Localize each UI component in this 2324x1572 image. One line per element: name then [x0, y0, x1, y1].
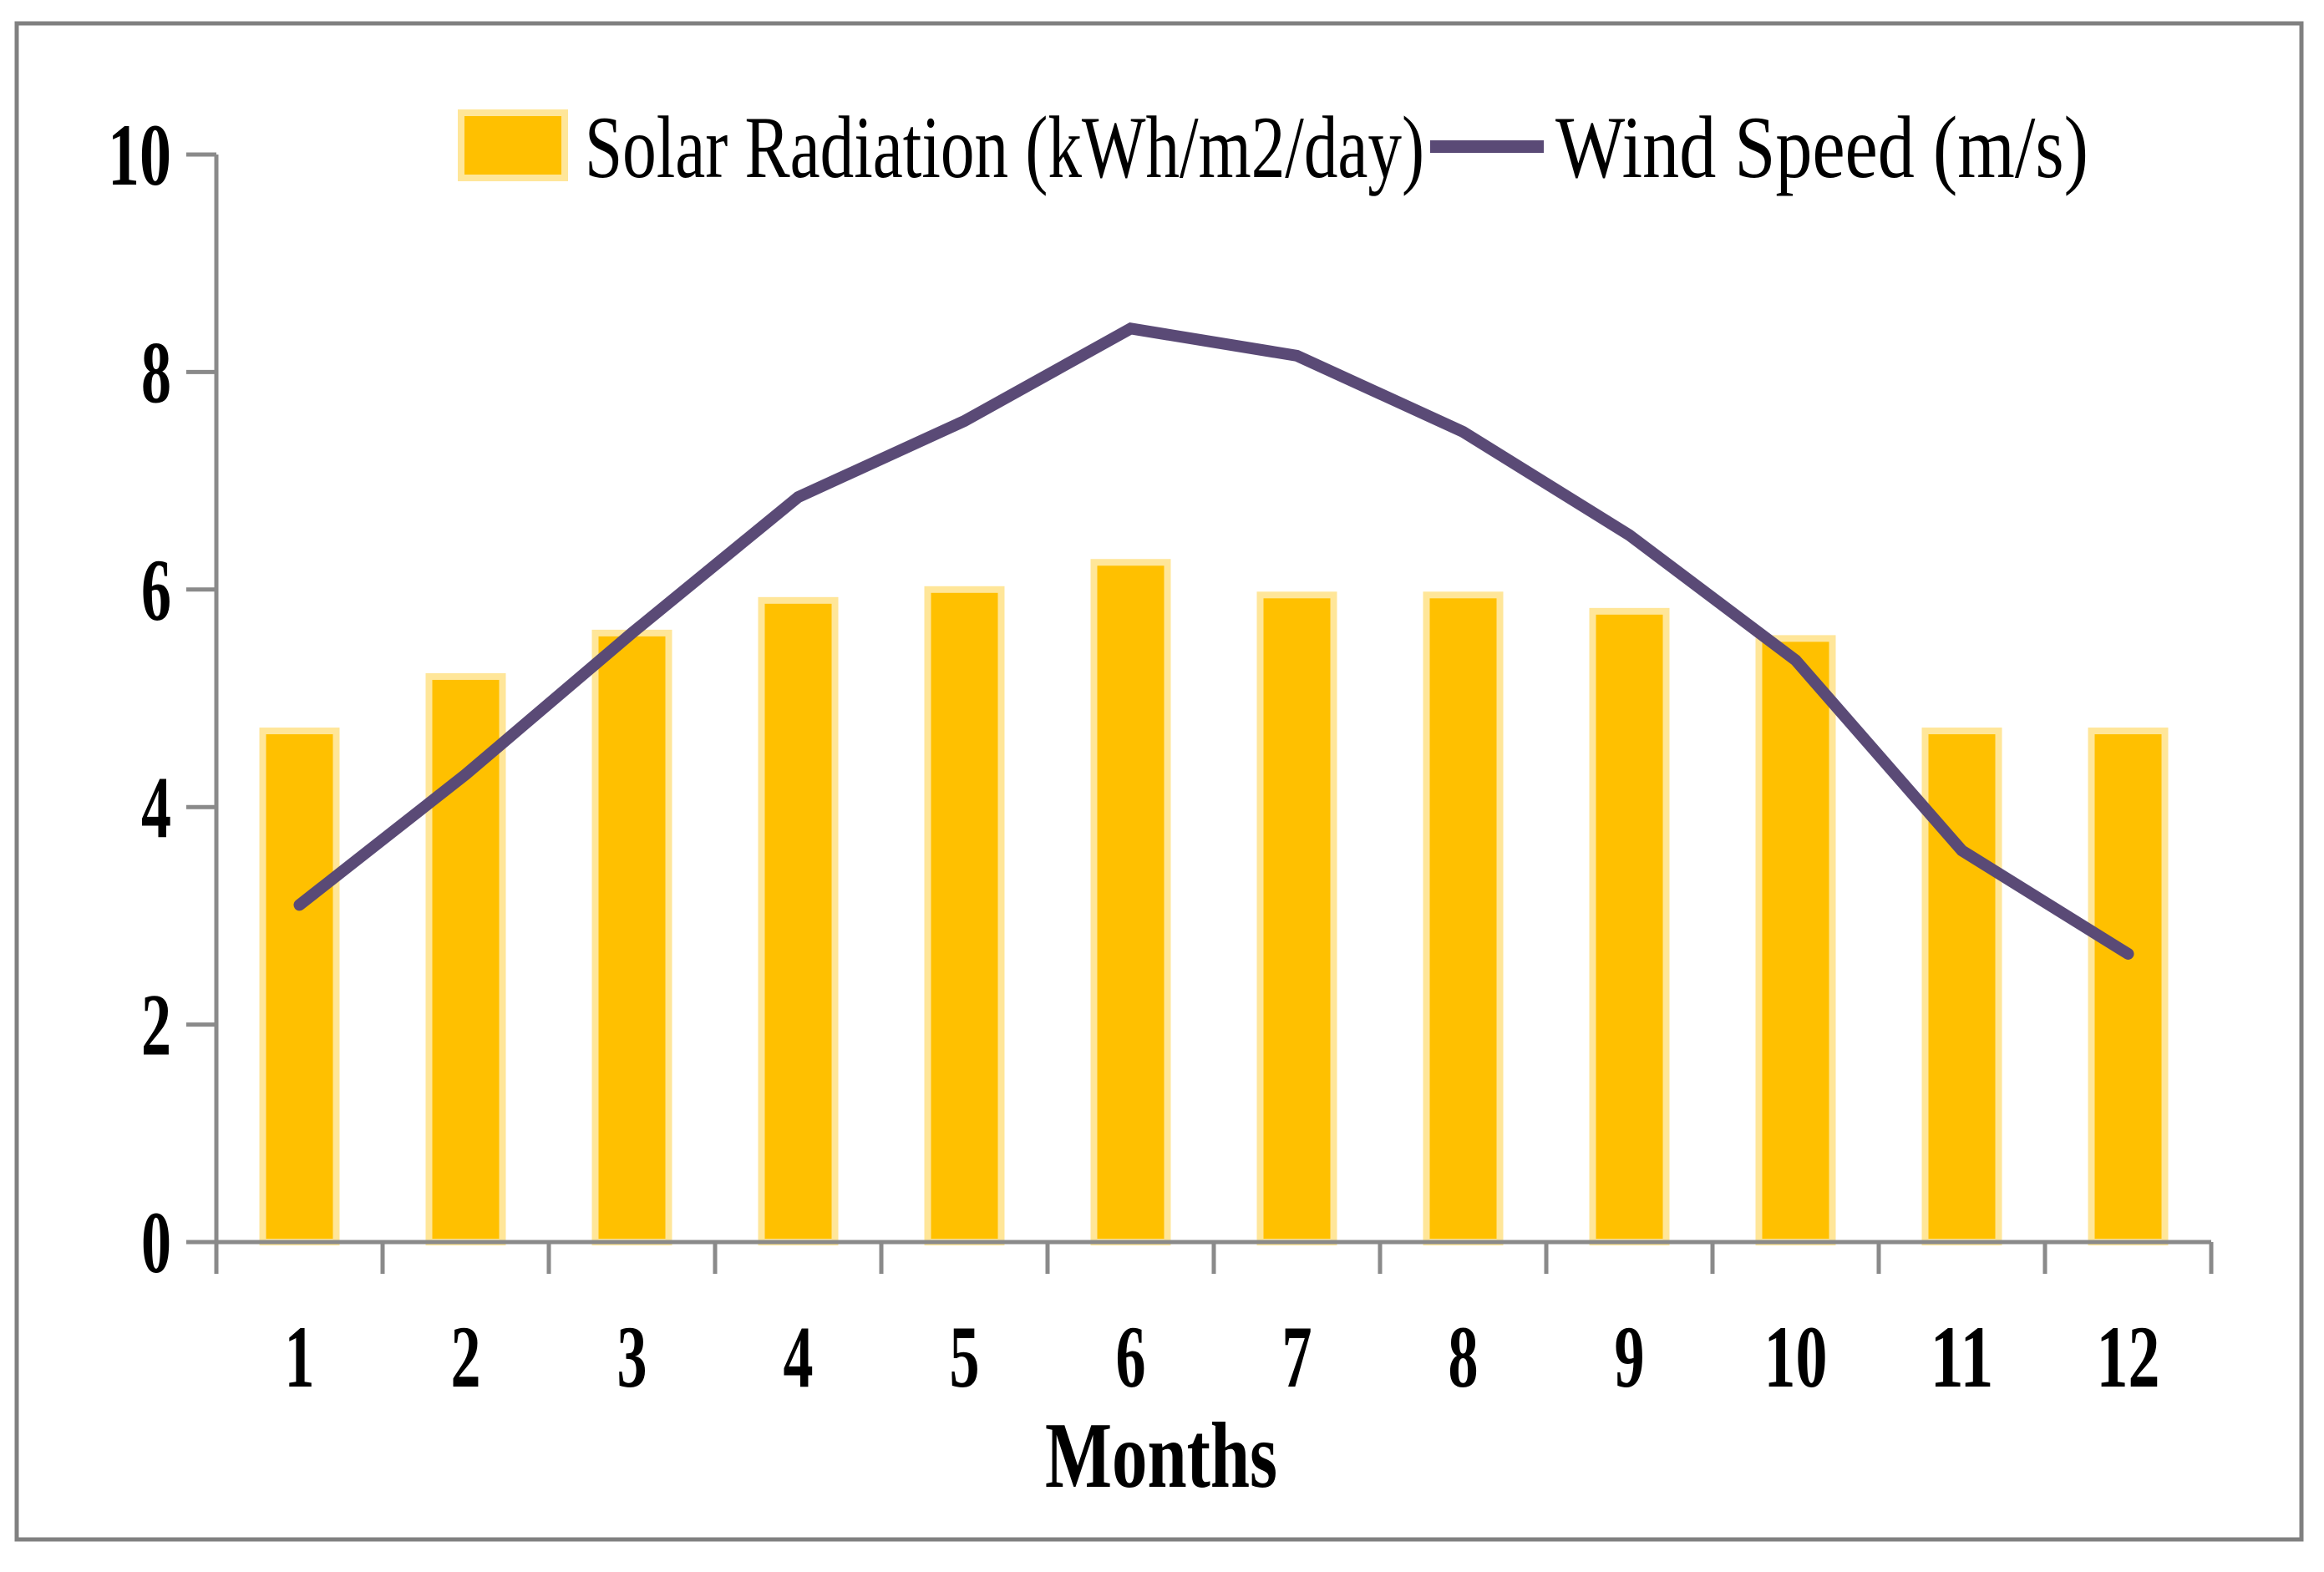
bar-month-8: [1423, 591, 1504, 1245]
x-tick-label-9: 9: [1615, 1308, 1645, 1406]
y-tick-label-10: 10: [108, 106, 171, 204]
bar-month-4: [758, 596, 839, 1245]
y-tick-label-8: 8: [141, 323, 171, 421]
legend: Solar Radiation (kWh/m2/day) Wind Speed …: [458, 99, 2088, 196]
y-tick-label-4: 4: [141, 758, 171, 856]
legend-bar-swatch: [464, 116, 561, 175]
x-tick-label-11: 11: [1931, 1308, 1994, 1406]
legend-line-swatch: [1430, 140, 1544, 153]
legend-line-label: Wind Speed (m/s): [1555, 99, 2088, 196]
x-tick-label-6: 6: [1116, 1308, 1146, 1406]
bar-month-5: [924, 586, 1005, 1245]
y-tick-label-0: 0: [141, 1194, 171, 1291]
x-tick-label-1: 1: [285, 1308, 315, 1406]
bar-month-7: [1256, 591, 1337, 1245]
bar-month-1: [259, 728, 340, 1245]
bar-month-3: [591, 629, 672, 1245]
y-tick-label-2: 2: [141, 976, 171, 1074]
x-tick-label-2: 2: [451, 1308, 481, 1406]
bar-month-11: [1921, 728, 2002, 1245]
bar-month-9: [1589, 607, 1670, 1245]
x-tick-label-12: 12: [2097, 1308, 2160, 1406]
y-tick-label-6: 6: [141, 541, 171, 639]
x-tick-label-7: 7: [1282, 1308, 1312, 1406]
bar-month-2: [425, 672, 506, 1245]
bar-month-12: [2088, 728, 2169, 1245]
x-tick-label-10: 10: [1764, 1308, 1828, 1406]
x-axis-title: Months: [1045, 1404, 1277, 1508]
wind-speed-line: [293, 322, 2134, 960]
x-tick-label-8: 8: [1449, 1308, 1479, 1406]
bar-month-6: [1090, 559, 1171, 1245]
figure-border: [14, 21, 2304, 1542]
x-tick-label-3: 3: [617, 1308, 647, 1406]
legend-bar-label: Solar Radiation (kWh/m2/day): [585, 99, 1424, 196]
bar-month-10: [1755, 635, 1836, 1245]
x-tick-label-4: 4: [784, 1308, 814, 1406]
x-tick-label-5: 5: [950, 1308, 980, 1406]
